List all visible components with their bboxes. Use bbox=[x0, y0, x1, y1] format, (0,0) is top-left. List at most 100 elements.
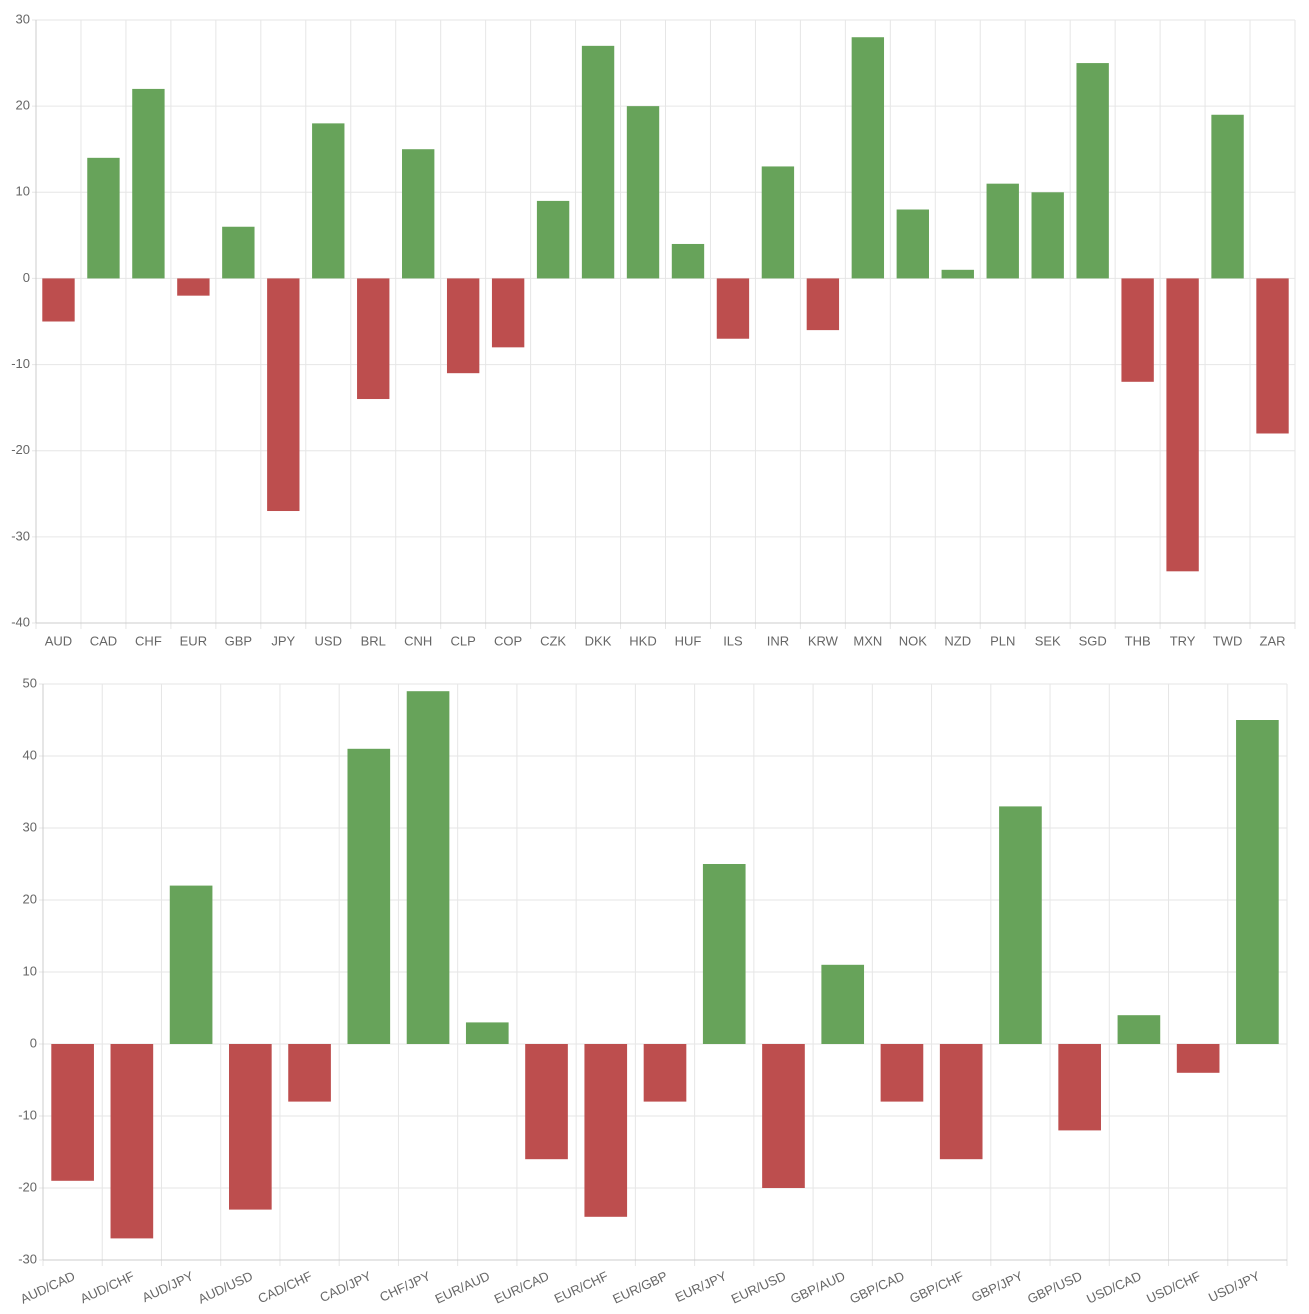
x-tick-label: HKD bbox=[629, 633, 656, 648]
bar bbox=[643, 1044, 687, 1102]
bar bbox=[132, 88, 165, 279]
bar bbox=[821, 964, 865, 1044]
bar bbox=[941, 269, 974, 279]
bar bbox=[702, 864, 746, 1044]
bar bbox=[716, 278, 750, 339]
bar bbox=[491, 278, 525, 348]
bar bbox=[465, 1022, 509, 1044]
bar bbox=[312, 123, 345, 279]
y-tick-label: -20 bbox=[18, 1179, 37, 1194]
y-tick-label: -10 bbox=[11, 356, 30, 371]
x-tick-label: JPY bbox=[271, 633, 295, 648]
bar bbox=[761, 166, 795, 279]
bar bbox=[177, 278, 210, 296]
x-tick-label: CHF bbox=[135, 633, 162, 648]
x-tick-label: CAD/JPY bbox=[317, 1268, 373, 1305]
bar bbox=[626, 106, 660, 279]
y-tick-label: -10 bbox=[18, 1107, 37, 1122]
x-tick-label: BRL bbox=[361, 633, 386, 648]
x-tick-label: AUD/USD bbox=[196, 1268, 255, 1306]
y-tick-label: 20 bbox=[23, 891, 37, 906]
x-tick-label: USD/CHF bbox=[1144, 1268, 1203, 1306]
bar bbox=[229, 1044, 272, 1210]
x-tick-label: NOK bbox=[899, 633, 928, 648]
y-tick-label: -30 bbox=[18, 1251, 37, 1266]
x-tick-label: GBP/CHF bbox=[907, 1268, 966, 1306]
bar bbox=[1031, 192, 1064, 279]
bar bbox=[1211, 114, 1244, 279]
bar bbox=[896, 209, 929, 279]
x-tick-label: SGD bbox=[1079, 633, 1107, 648]
bar bbox=[851, 37, 885, 279]
x-tick-label: GBP/CAD bbox=[847, 1268, 906, 1306]
x-tick-label: TWD bbox=[1213, 633, 1243, 648]
bar bbox=[288, 1044, 331, 1102]
bar bbox=[402, 149, 435, 279]
y-tick-label: 10 bbox=[16, 184, 30, 199]
x-tick-label: EUR/JPY bbox=[673, 1268, 729, 1305]
x-tick-label: EUR/USD bbox=[729, 1268, 788, 1306]
x-tick-label: GBP/USD bbox=[1025, 1268, 1084, 1306]
bar bbox=[671, 243, 705, 279]
bar bbox=[1117, 1015, 1161, 1044]
bar bbox=[51, 1044, 94, 1181]
x-tick-label: PLN bbox=[990, 633, 1015, 648]
bar bbox=[806, 278, 840, 331]
x-tick-label: CHF/JPY bbox=[377, 1268, 433, 1305]
bar bbox=[939, 1044, 983, 1160]
bar bbox=[1121, 278, 1154, 382]
y-tick-label: 0 bbox=[30, 1035, 37, 1050]
bar bbox=[406, 691, 450, 1044]
y-tick-label: 10 bbox=[23, 963, 37, 978]
x-tick-label: INR bbox=[767, 633, 789, 648]
x-tick-label: CZK bbox=[540, 633, 566, 648]
bar bbox=[999, 806, 1042, 1044]
bar bbox=[525, 1044, 568, 1160]
x-tick-label: USD bbox=[315, 633, 342, 648]
bar bbox=[1176, 1044, 1220, 1073]
x-tick-label: USD/JPY bbox=[1206, 1268, 1262, 1305]
y-tick-label: -20 bbox=[11, 442, 30, 457]
x-tick-label: USD/CAD bbox=[1084, 1268, 1143, 1306]
x-tick-label: GBP/JPY bbox=[969, 1268, 1025, 1305]
bar bbox=[267, 278, 300, 512]
x-tick-label: SEK bbox=[1035, 633, 1061, 648]
x-tick-label: TRY bbox=[1170, 633, 1196, 648]
bar bbox=[584, 1044, 628, 1217]
bar bbox=[1256, 278, 1289, 434]
x-tick-label: EUR/CHF bbox=[552, 1268, 611, 1306]
bar bbox=[87, 157, 120, 279]
bar bbox=[347, 748, 391, 1044]
x-tick-label: EUR/GBP bbox=[610, 1268, 669, 1306]
x-tick-label: GBP bbox=[225, 633, 252, 648]
x-tick-label: KRW bbox=[808, 633, 839, 648]
x-tick-label: EUR bbox=[180, 633, 207, 648]
bar bbox=[762, 1044, 805, 1188]
x-tick-label: THB bbox=[1125, 633, 1151, 648]
bar bbox=[1076, 63, 1109, 279]
y-tick-label: 20 bbox=[16, 98, 30, 113]
bar bbox=[880, 1044, 924, 1102]
x-tick-label: GBP/AUD bbox=[788, 1268, 847, 1306]
bar bbox=[169, 885, 213, 1044]
y-tick-label: -30 bbox=[11, 528, 30, 543]
x-tick-label: DKK bbox=[585, 633, 612, 648]
bar bbox=[1058, 1044, 1101, 1131]
x-tick-label: ILS bbox=[723, 633, 743, 648]
x-tick-label: CAD/CHF bbox=[256, 1268, 315, 1306]
x-tick-label: ZAR bbox=[1260, 633, 1286, 648]
bar bbox=[110, 1044, 154, 1239]
x-tick-label: AUD/CAD bbox=[18, 1268, 77, 1306]
y-tick-label: 30 bbox=[16, 11, 30, 26]
x-tick-label: AUD bbox=[45, 633, 72, 648]
x-tick-label: HUF bbox=[675, 633, 702, 648]
x-tick-label: CLP bbox=[451, 633, 476, 648]
bar bbox=[581, 45, 615, 279]
y-tick-label: 50 bbox=[23, 675, 37, 690]
x-tick-label: AUD/CHF bbox=[78, 1268, 137, 1306]
x-tick-label: MXN bbox=[853, 633, 882, 648]
bar bbox=[1166, 278, 1199, 572]
x-tick-label: NZD bbox=[944, 633, 971, 648]
